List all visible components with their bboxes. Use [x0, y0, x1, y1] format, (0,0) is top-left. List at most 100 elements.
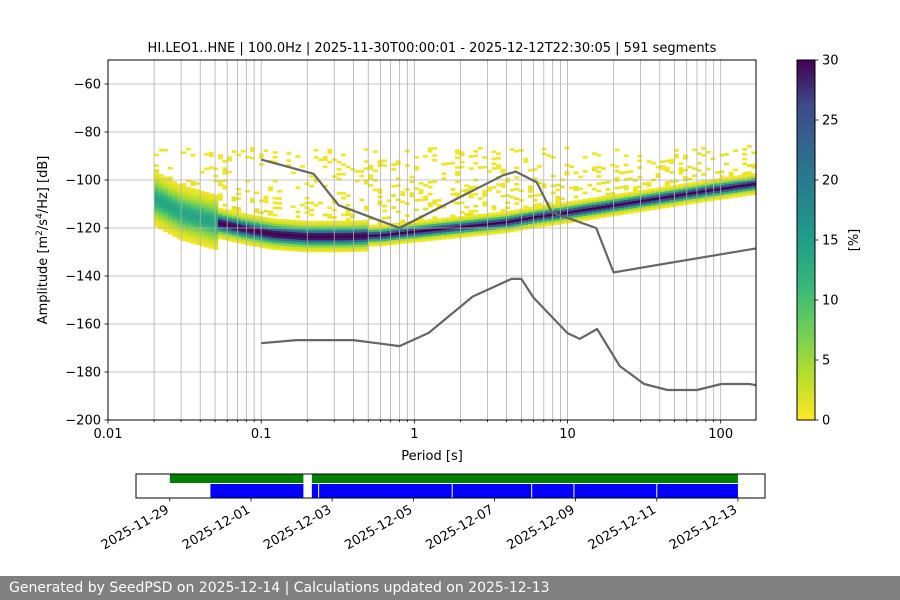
heatmap-cell	[623, 209, 629, 212]
heatmap-cell	[696, 195, 702, 199]
heatmap-cell	[309, 230, 314, 234]
heatmap-cell	[528, 214, 533, 217]
heatmap-cell	[395, 184, 401, 188]
heatmap-cell	[655, 206, 661, 210]
heatmap-cell	[596, 203, 602, 207]
heatmap-cell	[673, 196, 679, 200]
heatmap-cell	[240, 149, 246, 153]
data-coverage-bar	[311, 474, 738, 483]
heatmap-cell	[468, 155, 474, 158]
heatmap-cell	[208, 200, 214, 204]
heatmap-cell	[213, 206, 219, 210]
heatmap-cell	[240, 239, 246, 242]
heatmap-cell	[268, 234, 273, 238]
heatmap-cell	[546, 211, 552, 215]
heatmap-cell	[363, 239, 369, 242]
heatmap-cell	[295, 224, 301, 228]
heatmap-cell	[692, 184, 698, 187]
heatmap-cell	[318, 230, 324, 234]
heatmap-cell	[664, 183, 670, 187]
heatmap-cell	[341, 230, 346, 234]
heatmap-cell	[737, 179, 743, 183]
heatmap-cell	[660, 160, 666, 164]
heatmap-cell	[181, 238, 187, 242]
heatmap-cell	[414, 230, 419, 233]
heatmap-cell	[290, 248, 296, 252]
heatmap-cell	[186, 213, 191, 216]
heatmap-cell	[154, 200, 159, 204]
heatmap-cell	[345, 249, 351, 253]
heatmap-cell	[664, 181, 670, 184]
heatmap-cell	[350, 242, 356, 245]
heatmap-cell	[336, 225, 342, 229]
heatmap-cell	[213, 244, 219, 248]
heatmap-cell	[578, 175, 584, 179]
heatmap-cell	[181, 221, 187, 225]
heatmap-cell	[204, 213, 210, 217]
heatmap-cell	[336, 160, 342, 164]
heatmap-cell	[186, 194, 191, 197]
heatmap-cell	[341, 249, 346, 253]
heatmap-cell	[154, 207, 159, 211]
heatmap-cell	[386, 228, 392, 231]
heatmap-cell	[486, 232, 492, 235]
heatmap-cell	[350, 244, 356, 248]
heatmap-cell	[386, 240, 392, 243]
heatmap-cell	[208, 154, 214, 157]
heatmap-cell	[509, 212, 515, 216]
heatmap-cell	[537, 181, 542, 185]
heatmap-cell	[537, 210, 542, 214]
heatmap-cell	[733, 190, 739, 193]
heatmap-cell	[350, 249, 356, 253]
heatmap-cell	[701, 192, 707, 196]
heatmap-cell	[683, 195, 688, 198]
heatmap-cell	[345, 230, 351, 233]
heatmap-cell	[272, 244, 278, 248]
heatmap-cell	[236, 187, 242, 191]
heatmap-cell	[427, 223, 433, 227]
heatmap-cell	[263, 241, 269, 244]
heatmap-cell	[701, 189, 707, 193]
heatmap-cell	[468, 210, 474, 213]
heatmap-cell	[263, 229, 269, 232]
heatmap-cell	[673, 153, 679, 157]
heatmap-cell	[514, 197, 520, 201]
heatmap-cell	[295, 248, 301, 252]
heatmap-cell	[714, 190, 720, 194]
heatmap-cell	[432, 237, 438, 241]
heatmap-cell	[600, 205, 606, 209]
heatmap-cell	[500, 228, 506, 232]
heatmap-cell	[386, 233, 392, 236]
heatmap-cell	[596, 196, 602, 200]
heatmap-cell	[710, 181, 716, 185]
heatmap-cell	[167, 188, 173, 192]
heatmap-cell	[746, 185, 752, 189]
heatmap-cell	[158, 198, 164, 201]
heatmap-cell	[322, 240, 328, 243]
heatmap-cell	[195, 189, 201, 193]
heatmap-cell	[345, 232, 351, 236]
heatmap-cell	[167, 210, 173, 213]
heatmap-cell	[628, 194, 634, 197]
heatmap-cell	[455, 235, 460, 239]
heatmap-cell	[637, 159, 643, 163]
heatmap-cell	[464, 232, 470, 235]
heatmap-cell	[208, 236, 214, 240]
heatmap-cell	[473, 219, 479, 222]
heatmap-cell	[158, 219, 164, 223]
heatmap-cell	[245, 233, 251, 236]
heatmap-cell	[395, 177, 401, 180]
heatmap-cell	[559, 204, 565, 208]
heatmap-cell	[217, 219, 223, 223]
heatmap-cell	[300, 249, 305, 252]
heatmap-cell	[546, 154, 552, 157]
heatmap-cell	[400, 238, 406, 242]
heatmap-cell	[391, 235, 397, 238]
heatmap-cell	[204, 152, 210, 156]
heatmap-cell	[455, 218, 460, 222]
heatmap-cell	[414, 156, 419, 159]
heatmap-cell	[600, 210, 606, 214]
heatmap-cell	[395, 239, 401, 243]
heatmap-cell	[733, 194, 739, 198]
heatmap-cell	[268, 237, 273, 240]
